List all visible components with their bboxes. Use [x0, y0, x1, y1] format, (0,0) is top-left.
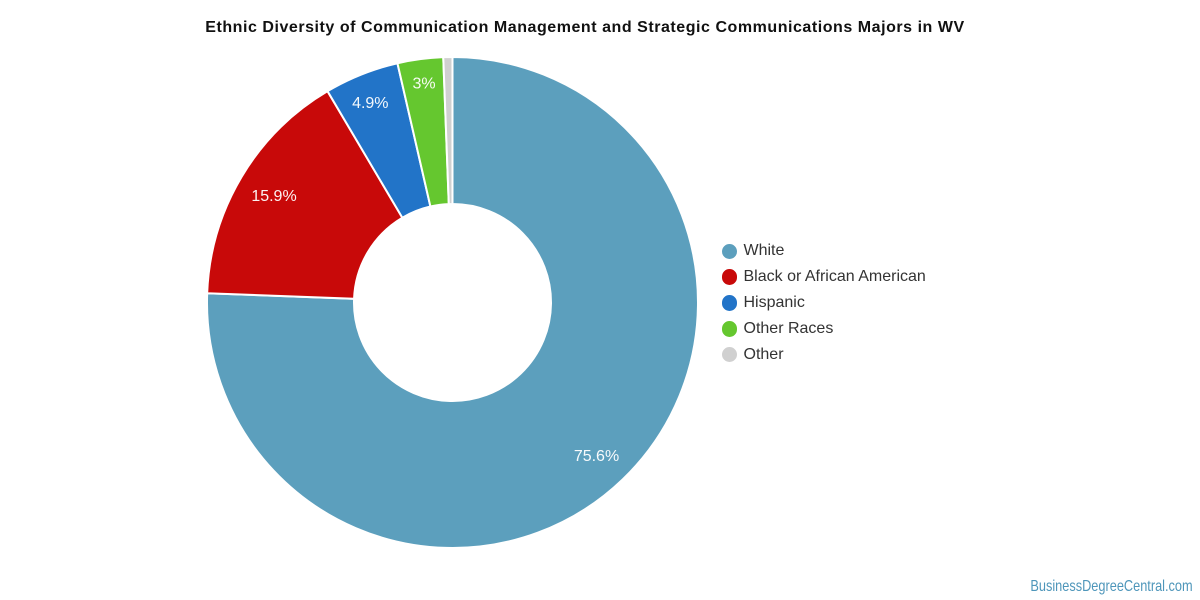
svg-text:3%: 3% [412, 75, 435, 92]
svg-text:4.9%: 4.9% [352, 95, 388, 112]
svg-text:15.9%: 15.9% [251, 188, 296, 205]
svg-text:75.6%: 75.6% [574, 448, 619, 465]
